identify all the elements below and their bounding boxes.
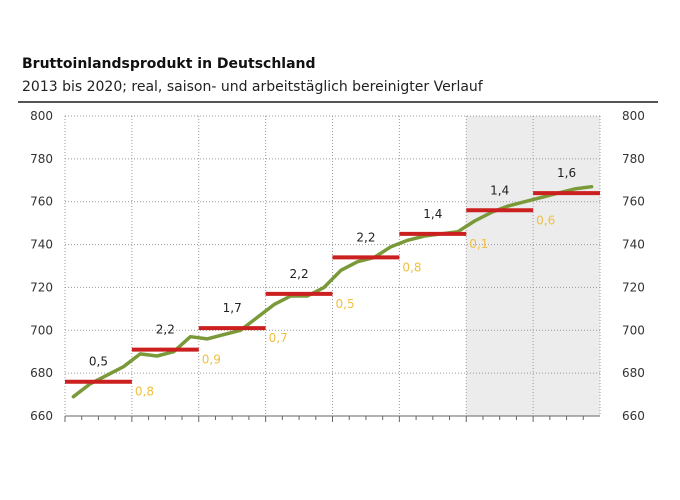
y-tick-label-right: 660 [622, 409, 645, 423]
annual-growth-label: 1,4 [423, 207, 442, 221]
chart-title: Bruttoinlandsprodukt in Deutschland [22, 56, 316, 72]
y-tick-label-left: 660 [30, 409, 53, 423]
chart-subtitle: 2013 bis 2020; real, saison- und arbeits… [22, 79, 483, 95]
y-tick-label-right: 740 [622, 238, 645, 252]
overhang-label: 0,8 [402, 260, 421, 274]
overhang-label: 0,1 [469, 237, 488, 251]
y-tick-label-left: 780 [30, 152, 53, 166]
overhang-label: 0,6 [536, 213, 555, 227]
y-tick-label-left: 760 [30, 195, 53, 209]
y-tick-label-left: 700 [30, 323, 53, 337]
annual-growth-label: 2,2 [290, 267, 309, 281]
y-tick-label-right: 780 [622, 152, 645, 166]
annual-growth-label: 2,2 [356, 230, 375, 244]
y-tick-label-right: 720 [622, 280, 645, 294]
y-tick-label-left: 740 [30, 238, 53, 252]
overhang-label: 0,7 [269, 331, 288, 345]
y-tick-label-right: 680 [622, 366, 645, 380]
y-tick-label-left: 680 [30, 366, 53, 380]
y-tick-label-right: 800 [622, 109, 645, 123]
overhang-label: 0,5 [336, 297, 355, 311]
overhang-label: 0,9 [202, 353, 221, 367]
quarterly-gdp-line [71, 184, 594, 399]
annual-growth-label: 1,6 [557, 166, 576, 180]
annual-growth-label: 1,7 [223, 301, 242, 315]
overhang-label: 0,8 [135, 385, 154, 399]
y-tick-label-left: 800 [30, 109, 53, 123]
y-tick-label-right: 700 [622, 323, 645, 337]
y-tick-label-right: 760 [622, 195, 645, 209]
header-rule [18, 101, 658, 103]
annual-growth-label: 1,4 [490, 183, 509, 197]
y-tick-label-left: 720 [30, 280, 53, 294]
annual-growth-label: 0,5 [89, 355, 108, 369]
annual-growth-label: 2,2 [156, 323, 175, 337]
